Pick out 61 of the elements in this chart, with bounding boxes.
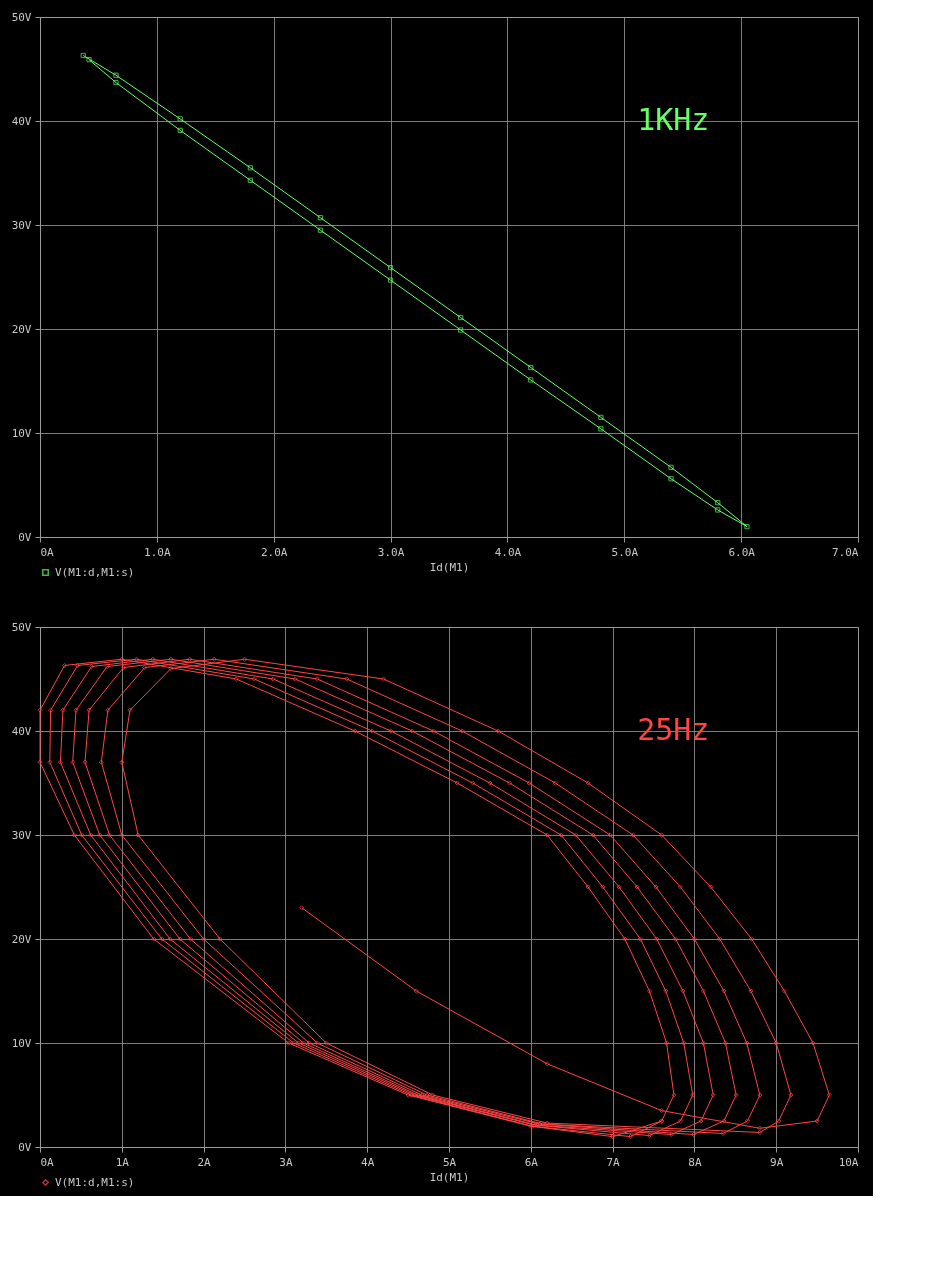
y-tick-label: 0V [18,1140,32,1154]
x-tick-label: 7A [606,1155,621,1169]
x-tick-label: 4.0A [494,545,522,559]
point [80,52,86,59]
point [113,72,119,78]
point [387,265,394,271]
y-tick-label: 10V [11,1036,32,1050]
point [177,116,183,122]
x-tick-label: 3A [279,1155,293,1169]
point [528,364,534,371]
point [598,426,604,432]
x-tick-label: 5A [442,1155,457,1169]
x-tick-label: 6.0A [728,545,756,559]
point [528,377,534,383]
y-tick-label: 30V [11,828,32,842]
y-tick-label: 50V [11,620,32,634]
x-tick-label: 8A [688,1155,702,1169]
point [668,464,674,470]
y-tick-label: 10V [11,426,32,440]
y-tick-label: 20V [11,322,32,336]
point [458,327,464,333]
point [86,57,92,63]
x-tick-label: 6A [524,1155,539,1169]
x-tick-label: 4A [361,1155,375,1169]
x-tick-label: 1.0A [144,545,171,559]
point [715,507,721,513]
y-tick-label: 0V [18,530,32,544]
x-tick-label: 2A [197,1155,212,1169]
y-tick-label: 40V [11,114,32,128]
point [744,523,750,530]
line-series [80,52,750,530]
point [317,227,324,233]
annotation: 25Hz [637,712,710,747]
point [598,414,604,421]
annotation: 1KHz [637,102,710,137]
y-tick-label: 50V [11,10,32,24]
x-tick-label: 0A [40,545,55,559]
x-axis-title: Id(M1) [429,560,470,574]
x-tick-label: 1A [115,1155,130,1169]
legend-label: V(M1:d,M1:s) [55,565,135,579]
point [113,79,119,86]
x-tick-label: 0A [40,1155,55,1169]
x-tick-label: 5.0A [611,545,639,559]
y-tick-label: 20V [11,932,32,946]
x-tick-label: 3.0A [377,545,405,559]
point [317,215,324,221]
legend-label: V(M1:d,M1:s) [55,1175,135,1189]
point [668,476,674,482]
x-tick-label: 7.0A [832,545,859,559]
x-tick-label: 10A [838,1155,859,1169]
point [387,277,394,283]
point [247,177,253,183]
y-tick-label: 30V [11,218,32,232]
point [247,165,253,171]
point [177,127,183,133]
x-tick-label: 9A [770,1155,784,1169]
point [715,500,721,506]
point [458,314,464,321]
x-tick-label: 2.0A [260,545,288,559]
x-axis-title: Id(M1) [429,1170,470,1184]
y-tick-label: 40V [11,724,32,738]
